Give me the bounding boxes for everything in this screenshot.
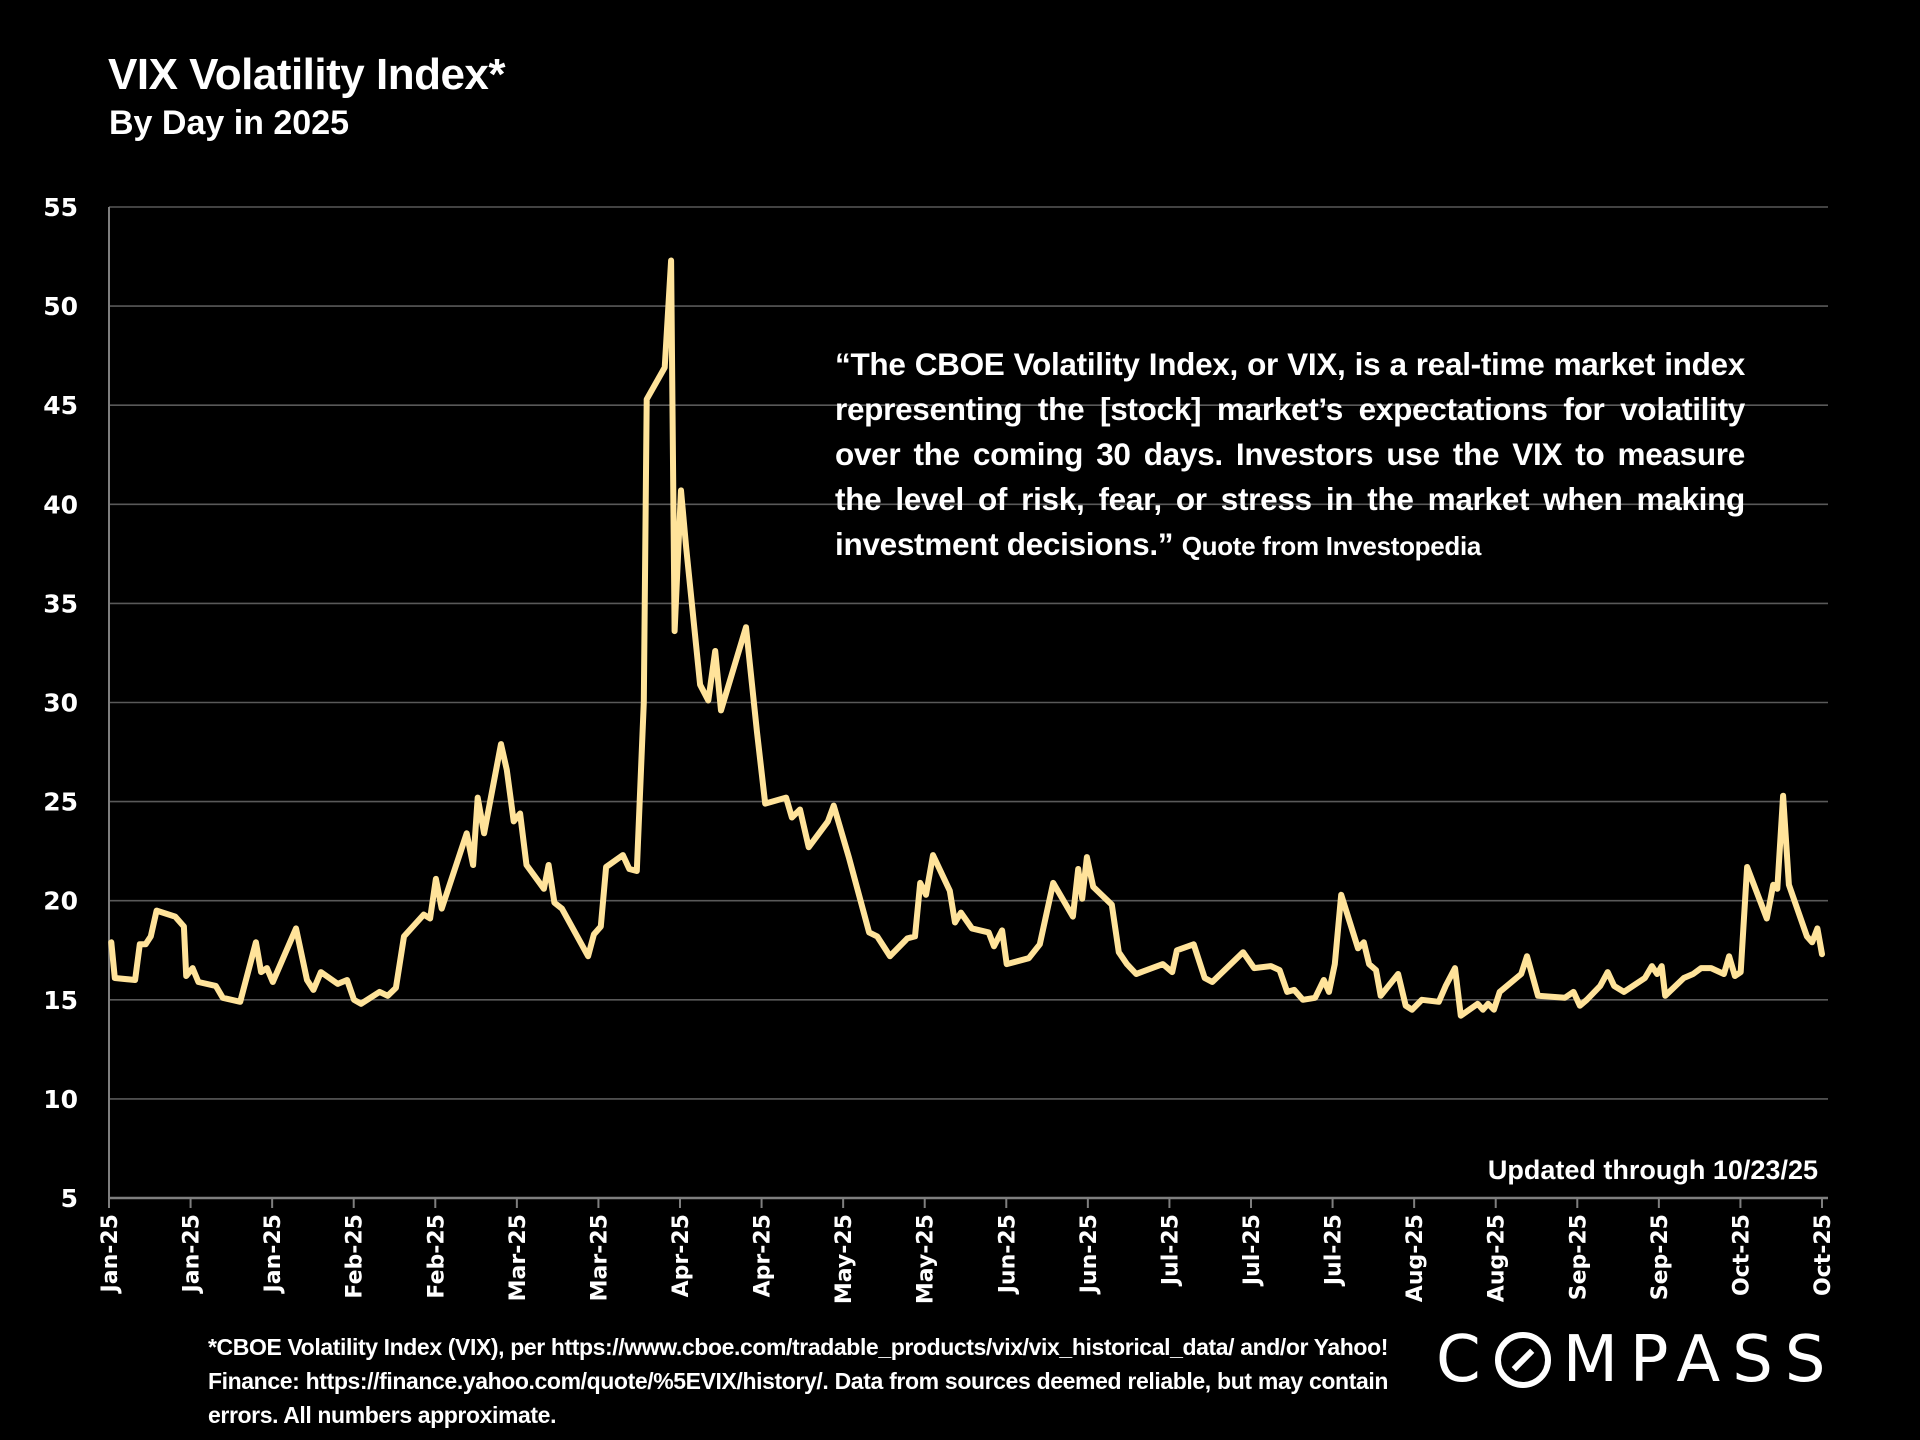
y-tick-label: 50	[43, 292, 78, 321]
x-tick-label: Oct-25	[1729, 1214, 1754, 1296]
x-tick-label: Sep-25	[1648, 1214, 1673, 1300]
y-tick-label: 25	[43, 788, 78, 817]
y-tick-label: 35	[43, 589, 78, 618]
y-tick-label: 30	[43, 689, 78, 718]
chart-subtitle: By Day in 2025	[109, 104, 350, 142]
x-tick-label: Oct-25	[1811, 1214, 1836, 1296]
series-layer	[108, 257, 1825, 1019]
x-tick-label: Feb-25	[424, 1214, 449, 1299]
x-tick-label: Sep-25	[1566, 1214, 1591, 1300]
quote-source: Quote from Investopedia	[1181, 531, 1482, 561]
x-tick-label: Jun-25	[1077, 1214, 1102, 1295]
x-tick-label: Aug-25	[1485, 1214, 1510, 1302]
updated-through-note: Updated through 10/23/25	[1487, 1155, 1818, 1185]
x-tick-label: Jun-25	[995, 1214, 1020, 1295]
x-tick-label: May-25	[914, 1214, 939, 1304]
x-tick-label: May-25	[832, 1214, 857, 1304]
x-tick-label: Aug-25	[1403, 1214, 1428, 1302]
x-tick-label: Jul-25	[1240, 1214, 1265, 1287]
x-tick-label: Mar-25	[587, 1214, 612, 1301]
y-tick-label: 15	[43, 986, 78, 1015]
y-tick-label: 45	[43, 391, 78, 420]
compass-logo: C MPASS	[1436, 1323, 1837, 1397]
source-footnote: *CBOE Volatility Index (VIX), per https:…	[208, 1334, 1388, 1428]
series-line-vix	[108, 257, 1825, 1019]
x-tick-label: Apr-25	[751, 1214, 776, 1297]
y-tick-label: 40	[43, 490, 78, 519]
y-tick-label: 20	[43, 887, 78, 916]
y-tick-label: 10	[43, 1085, 78, 1114]
axes	[108, 207, 1828, 1200]
logo-letters-mpass: MPASS	[1562, 1323, 1838, 1397]
gridlines	[109, 206, 1828, 1100]
x-tick-label: Jul-25	[1322, 1214, 1347, 1287]
chart-title: VIX Volatility Index*	[108, 50, 506, 99]
x-tick-label: Apr-25	[669, 1214, 694, 1297]
x-tick-label: Jan-25	[180, 1214, 205, 1294]
y-tick-label: 5	[61, 1184, 78, 1213]
y-axis-ticks: 5 10 15 20 25 30 35 40 45 50 55	[43, 193, 78, 1213]
x-tick-label: Jan-25	[98, 1214, 123, 1294]
y-tick-label: 55	[43, 193, 78, 222]
x-tick-label: Jul-25	[1158, 1214, 1183, 1287]
investopedia-quote: “The CBOE Volatility Index, or VIX, is a…	[835, 342, 1745, 569]
quote-text: “The CBOE Volatility Index, or VIX, is a…	[835, 346, 1745, 562]
x-tick-label: Mar-25	[506, 1214, 531, 1301]
compass-o-icon	[1494, 1332, 1551, 1388]
x-tick-label: Jan-25	[261, 1214, 286, 1294]
x-tick-label: Feb-25	[343, 1214, 368, 1299]
logo-letter-c: C	[1436, 1323, 1493, 1397]
x-axis-ticks: Jan-25 Jan-25 Jan-25 Feb-25 Feb-25 Mar-25 Mar-…	[98, 1198, 1836, 1304]
